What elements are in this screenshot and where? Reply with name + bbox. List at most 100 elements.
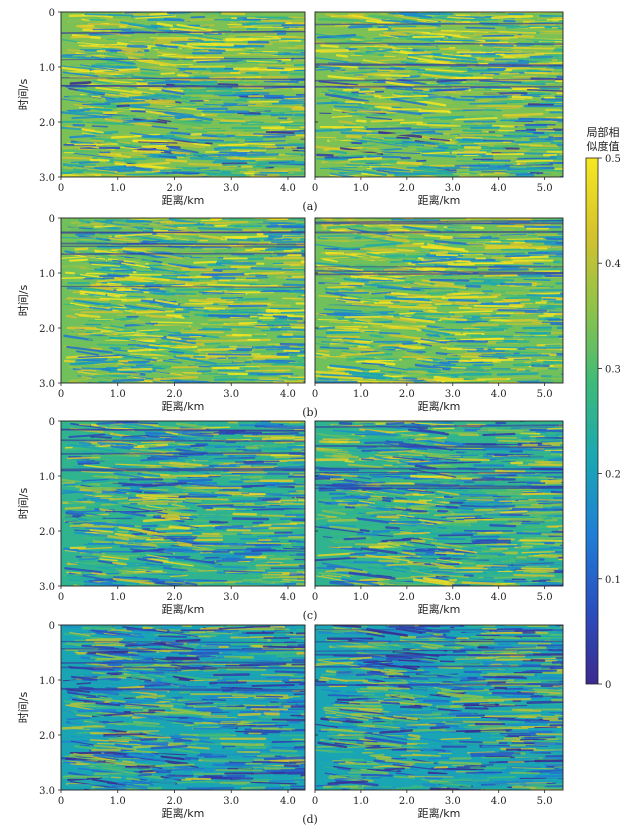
x-axis-label: 距离/km — [162, 602, 205, 616]
x-tick-label: 5.0 — [537, 389, 553, 400]
panel-frame — [314, 624, 564, 791]
panel-frame — [60, 217, 306, 384]
colorbar-gradient — [585, 157, 599, 685]
x-tick-label: 1.0 — [110, 183, 126, 194]
y-tick-label: 0 — [49, 417, 55, 428]
x-tick-label: 0 — [312, 183, 318, 194]
y-tick-label: 1.0 — [39, 63, 55, 74]
seismic-panel: 0 1.0 2.0 3.0 4.0 0 1.0 2.0 3.0 距离/km — [39, 417, 306, 616]
seismic-panel: 0 1.0 2.0 3.0 4.0 0 1.0 2.0 3.0 距离/km — [39, 214, 306, 413]
x-tick-label: 2.0 — [167, 389, 183, 400]
y-tick-label: 2.0 — [39, 118, 55, 129]
x-tick-label: 0 — [58, 183, 64, 194]
x-tick-label: 2.0 — [399, 592, 415, 603]
x-tick-label: 0 — [58, 389, 64, 400]
x-tick-label: 3.0 — [223, 389, 239, 400]
x-tick-label: 1.0 — [110, 592, 126, 603]
x-axis-label: 距离/km — [418, 399, 461, 413]
x-tick-label: 4.0 — [280, 183, 296, 194]
panel-frame — [60, 624, 306, 791]
x-tick-label: 3.0 — [223, 183, 239, 194]
x-axis-label: 距离/km — [418, 806, 461, 820]
x-tick-label: 0 — [58, 796, 64, 807]
y-tick-label: 0 — [49, 8, 55, 19]
figure-row: 时间/s0 1.0 2.0 3.0 4.001.02.03.0距离/km0 1.0 2.0 3… — [17, 214, 564, 419]
x-tick-label: 4.0 — [491, 389, 507, 400]
x-tick-label: 1.0 — [110, 796, 126, 807]
y-tick-label: 3.0 — [39, 173, 55, 184]
x-tick-label: 1.0 — [353, 592, 369, 603]
y-tick-label: 0 — [49, 214, 55, 225]
figure-row: 时间/s0 1.0 2.0 3.0 4.001.02.03.0距离/km0 1.0 2.0 3… — [17, 8, 564, 213]
colorbar: 局部相 似度值 0.5 0.4 0.3 0.2 0.1 0 — [585, 125, 621, 691]
x-tick-label: 3.0 — [445, 592, 461, 603]
colorbar-tick-label: 0.3 — [605, 364, 621, 375]
y-tick-label: 1.0 — [39, 676, 55, 687]
x-tick-label: 4.0 — [280, 796, 296, 807]
seismic-panel: 0 1.0 2.0 3.0 4.0 5.0 距离/km — [312, 420, 564, 616]
y-tick-label: 3.0 — [39, 582, 55, 593]
x-axis-label: 距离/km — [418, 602, 461, 616]
panel-frame — [314, 217, 564, 384]
x-tick-label: 3.0 — [445, 389, 461, 400]
panel-caption: (d) — [302, 813, 318, 826]
y-axis-label: 时间/s — [17, 285, 30, 317]
x-tick-label: 0 — [312, 796, 318, 807]
colorbar-title-line2: 似度值 — [587, 139, 620, 153]
x-tick-label: 0 — [58, 592, 64, 603]
x-tick-label: 4.0 — [491, 183, 507, 194]
x-tick-label: 0 — [312, 389, 318, 400]
y-tick-label: 1.0 — [39, 269, 55, 280]
x-axis-label: 距离/km — [162, 806, 205, 820]
y-tick-label: 3.0 — [39, 379, 55, 390]
seismic-panel: 0 1.0 2.0 3.0 4.0 0 1.0 2.0 3.0 距离/km — [39, 8, 306, 207]
colorbar-tick-label: 0.4 — [605, 259, 621, 270]
seismic-panel: 0 1.0 2.0 3.0 4.0 5.0 距离/km — [312, 624, 564, 820]
x-tick-label: 3.0 — [445, 796, 461, 807]
panel-frame — [60, 11, 306, 178]
x-tick-label: 4.0 — [491, 592, 507, 603]
y-tick-label: 3.0 — [39, 786, 55, 797]
x-tick-label: 3.0 — [223, 592, 239, 603]
x-tick-label: 1.0 — [353, 389, 369, 400]
colorbar-title-line1: 局部相 — [587, 125, 620, 139]
x-tick-label: 2.0 — [399, 183, 415, 194]
colorbar-tick-label: 0.1 — [605, 575, 621, 586]
y-axis-label: 时间/s — [17, 692, 30, 724]
x-tick-label: 2.0 — [167, 592, 183, 603]
x-tick-label: 5.0 — [537, 592, 553, 603]
seismic-panel: 0 1.0 2.0 3.0 4.0 0 1.0 2.0 3.0 距离/km — [39, 621, 306, 820]
x-tick-label: 2.0 — [167, 183, 183, 194]
colorbar-tick-label: 0.2 — [605, 470, 621, 481]
x-axis-label: 距离/km — [162, 193, 205, 207]
x-tick-label: 4.0 — [491, 796, 507, 807]
panel-caption: (b) — [302, 406, 318, 419]
panel-frame — [314, 420, 564, 587]
x-tick-label: 2.0 — [399, 796, 415, 807]
x-tick-label: 0 — [312, 592, 318, 603]
panel-caption: (a) — [302, 200, 317, 213]
y-tick-label: 2.0 — [39, 731, 55, 742]
x-tick-label: 4.0 — [280, 592, 296, 603]
y-axis-label: 时间/s — [17, 488, 30, 520]
x-tick-label: 2.0 — [167, 796, 183, 807]
y-tick-label: 2.0 — [39, 527, 55, 538]
x-tick-label: 3.0 — [223, 796, 239, 807]
x-tick-label: 1.0 — [110, 389, 126, 400]
x-axis-label: 距离/km — [162, 399, 205, 413]
x-tick-label: 4.0 — [280, 389, 296, 400]
figure-row: 时间/s0 1.0 2.0 3.0 4.001.02.03.0距离/km0 1.0 2.0 3… — [17, 621, 564, 826]
x-tick-label: 5.0 — [537, 183, 553, 194]
figure-row: 时间/s0 1.0 2.0 3.0 4.001.02.03.0距离/km0 1.0 2.0 3… — [17, 417, 564, 622]
x-tick-label: 2.0 — [399, 389, 415, 400]
panel-frame — [314, 11, 564, 178]
x-tick-label: 3.0 — [445, 183, 461, 194]
seismic-panel: 0 1.0 2.0 3.0 4.0 5.0 距离/km — [312, 217, 564, 413]
panel-caption: (c) — [303, 609, 318, 622]
colorbar-tick-label: 0.5 — [605, 154, 621, 165]
x-tick-label: 1.0 — [353, 796, 369, 807]
x-axis-label: 距离/km — [418, 193, 461, 207]
panel-frame — [60, 420, 306, 587]
colorbar-tick-label: 0 — [605, 680, 611, 691]
